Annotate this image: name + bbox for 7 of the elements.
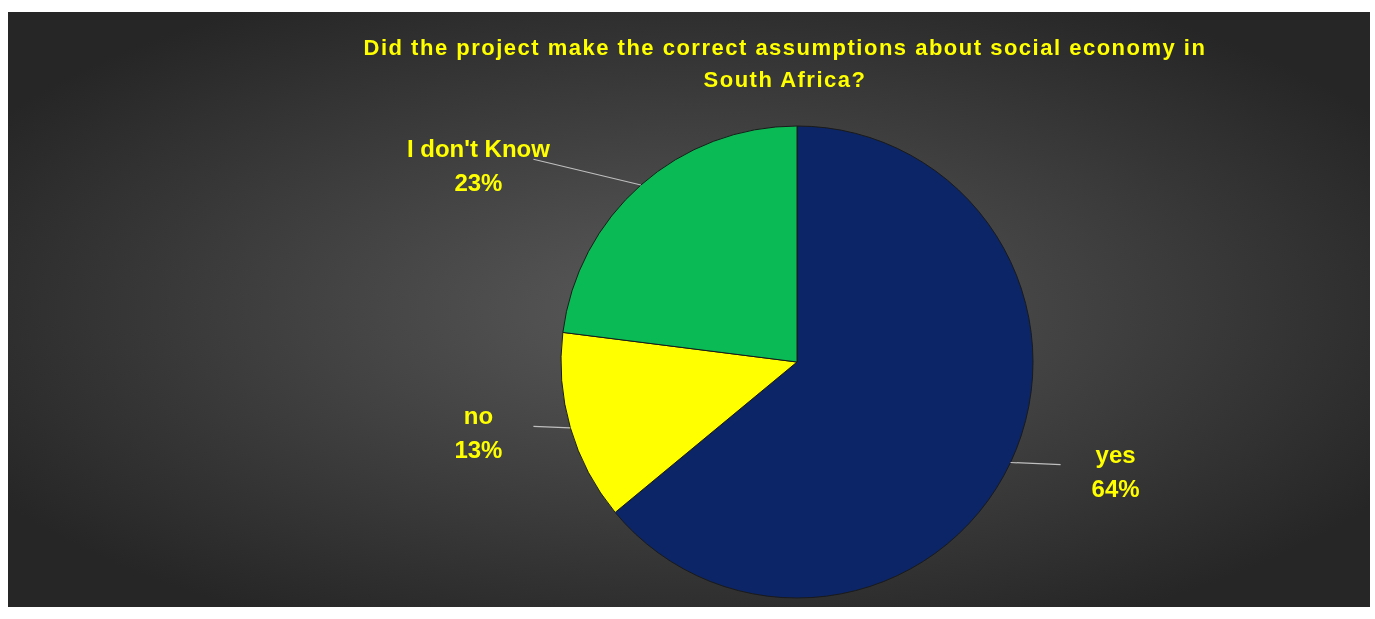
slice-label: I don't Know [406, 135, 551, 163]
chart-title: Did the project make the correct assumptions about social economy in South Africa? [363, 35, 1207, 92]
data-label: 13% [454, 436, 503, 464]
slice-label: yes [1095, 440, 1136, 468]
data-label: 23% [454, 169, 503, 197]
data-label: 64% [1091, 474, 1140, 502]
slice-label: no [463, 402, 494, 430]
